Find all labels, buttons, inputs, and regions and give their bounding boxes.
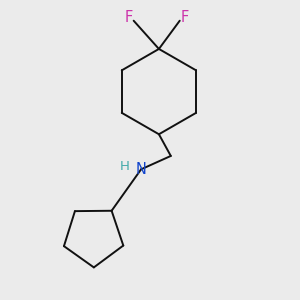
Text: N: N [136, 162, 146, 177]
Text: H: H [120, 160, 130, 173]
Text: F: F [181, 10, 189, 25]
Text: F: F [124, 10, 132, 25]
